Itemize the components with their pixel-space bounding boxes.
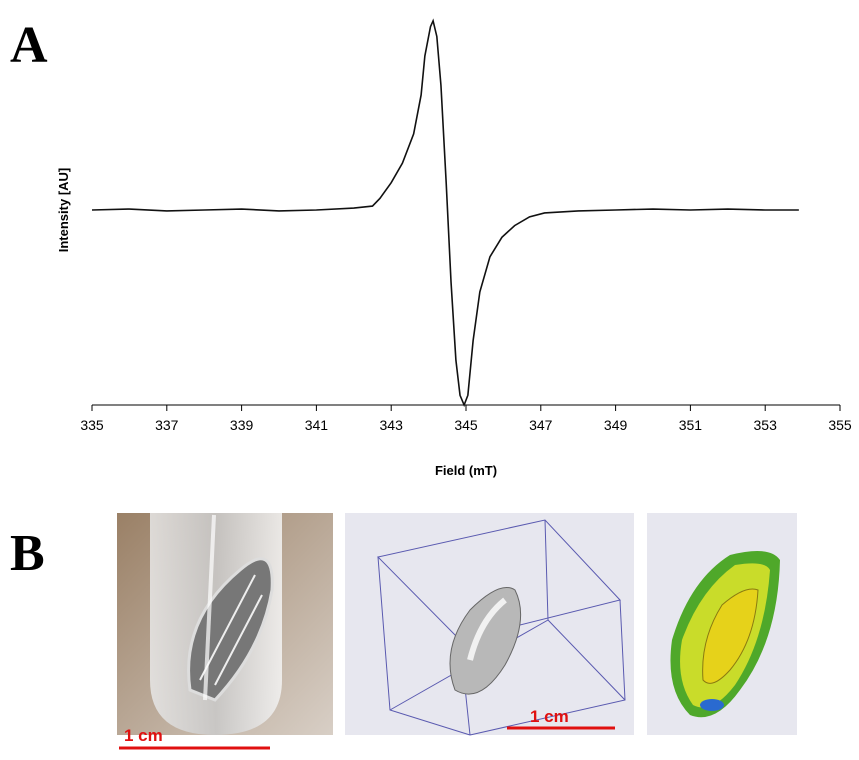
y-axis-label: Intensity [AU] — [56, 168, 71, 253]
photo-tube: 1 cm — [117, 513, 333, 750]
x-tick-label: 345 — [454, 417, 478, 433]
panel-label: B — [10, 525, 45, 582]
render-3d: 1 cm — [345, 513, 634, 736]
x-tick-label: 343 — [380, 417, 404, 433]
scale-bar-label: 1 cm — [530, 707, 569, 726]
render-map — [647, 513, 797, 735]
x-tick-label: 353 — [754, 417, 778, 433]
x-tick-label: 351 — [679, 417, 703, 433]
x-tick-label: 355 — [828, 417, 852, 433]
spectrum-line — [91, 18, 799, 408]
x-axis-label: Field (mT) — [435, 463, 497, 478]
panel-label: A — [10, 17, 48, 74]
x-tick-label: 337 — [155, 417, 179, 433]
scale-bar-label: 1 cm — [124, 726, 163, 745]
x-tick-label: 335 — [80, 417, 104, 433]
x-tick-label: 349 — [604, 417, 628, 433]
x-tick-label: 341 — [305, 417, 329, 433]
x-tick-label: 339 — [230, 417, 254, 433]
x-tick-label: 347 — [529, 417, 553, 433]
